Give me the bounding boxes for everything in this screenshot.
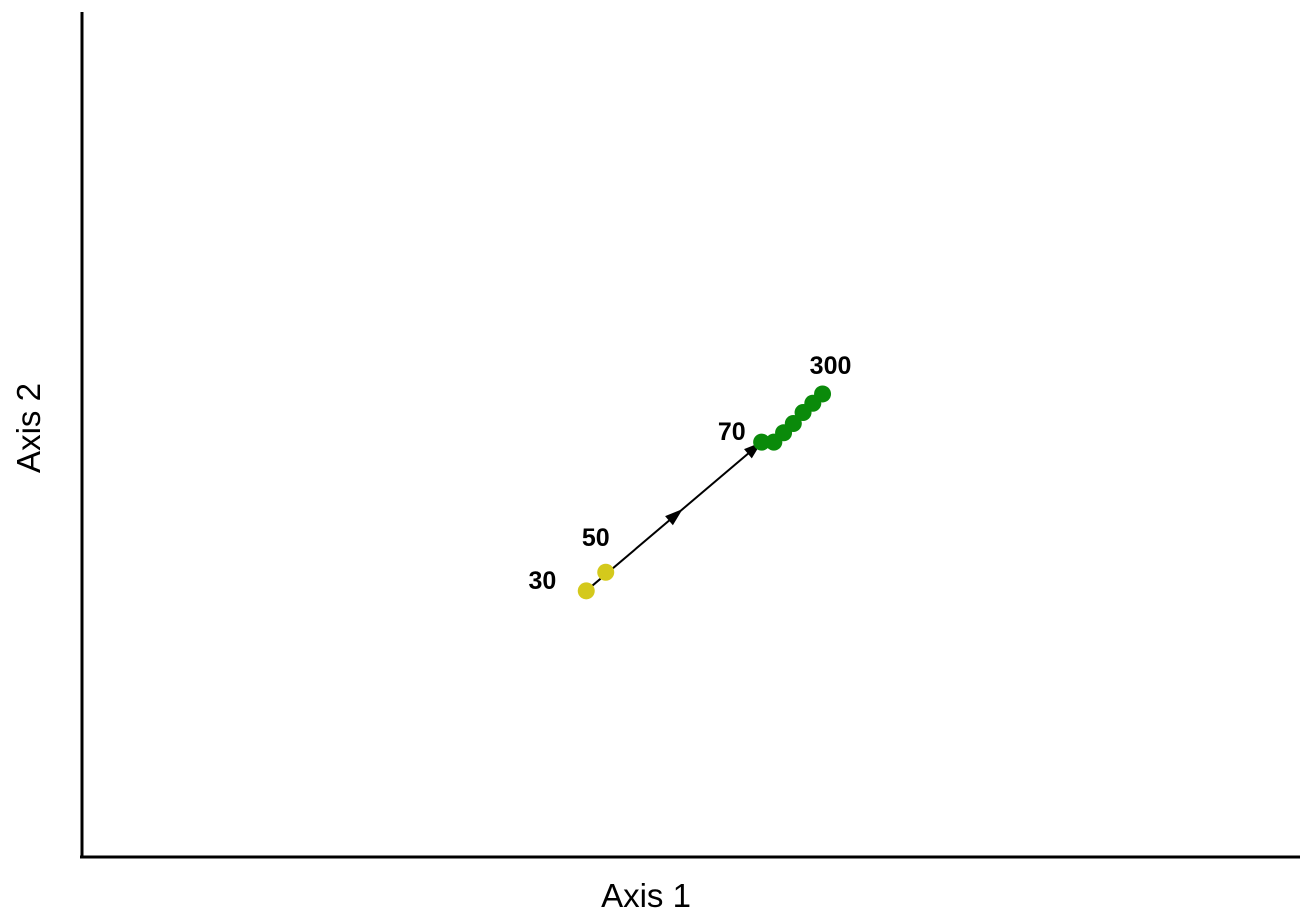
trajectory-mid-arrowhead	[665, 509, 683, 526]
point-label: 300	[810, 352, 852, 380]
point-label: 30	[528, 567, 556, 595]
data-point	[597, 563, 615, 581]
data-point	[784, 415, 802, 433]
axes	[80, 12, 1300, 859]
point-labels: 30 50 70 300	[528, 352, 851, 595]
point-label: 70	[718, 418, 746, 446]
data-point	[814, 385, 832, 403]
x-axis-title: Axis 1	[601, 877, 691, 914]
data-point	[753, 433, 771, 451]
point-label: 50	[582, 524, 610, 552]
y-axis-title: Axis 2	[10, 383, 47, 473]
data-points	[577, 385, 832, 600]
data-point	[577, 582, 595, 600]
